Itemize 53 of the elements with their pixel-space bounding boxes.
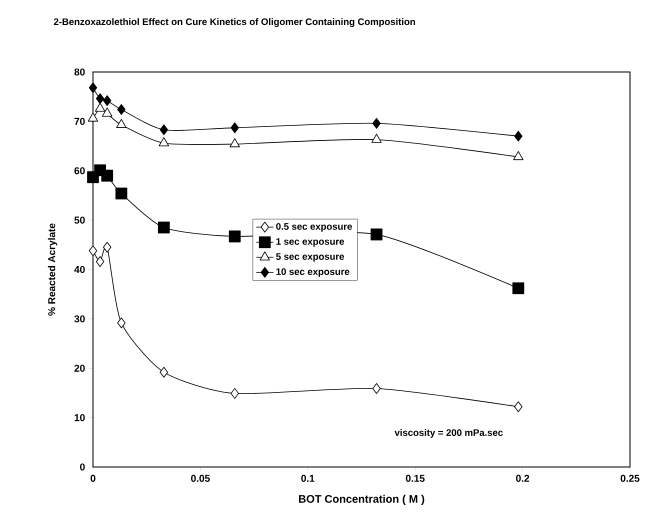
y-tick-label: 0 bbox=[80, 463, 85, 471]
y-tick-label: 70 bbox=[74, 118, 85, 125]
point bbox=[230, 388, 239, 399]
point bbox=[117, 104, 126, 115]
point bbox=[102, 108, 112, 117]
chart-title: 2-Benzoxazolethiol Effect on Cure Kinetics of Oligomer Containing Composition bbox=[54, 18, 416, 28]
point bbox=[514, 130, 522, 142]
x-tick-label: 0.25 bbox=[620, 474, 640, 482]
point bbox=[228, 230, 241, 242]
point bbox=[230, 122, 239, 134]
point bbox=[372, 383, 381, 394]
point bbox=[230, 138, 240, 148]
point bbox=[96, 93, 104, 104]
y-axis-title: % Reacted Acrylate bbox=[48, 223, 58, 316]
point bbox=[158, 137, 170, 146]
y-tick-label: 80 bbox=[74, 68, 85, 76]
y-tick-label: 50 bbox=[74, 216, 85, 224]
point bbox=[160, 124, 168, 136]
point bbox=[372, 118, 381, 129]
y-tick-label: 30 bbox=[74, 315, 85, 322]
point bbox=[103, 242, 112, 253]
point bbox=[103, 95, 112, 106]
point bbox=[116, 118, 127, 128]
point bbox=[88, 112, 98, 122]
point bbox=[514, 401, 522, 412]
point bbox=[88, 245, 98, 256]
x-tick-label: 0.1 bbox=[301, 474, 314, 482]
x-tick-label: 0.2 bbox=[516, 474, 530, 482]
x-tick-label: 0 bbox=[90, 474, 96, 482]
point bbox=[512, 282, 524, 294]
legend-label: 0.5 sec exposure bbox=[276, 223, 352, 232]
point bbox=[101, 170, 114, 182]
y-tick-label: 60 bbox=[74, 167, 85, 174]
point bbox=[160, 366, 168, 378]
legend-label: 5 sec exposure bbox=[276, 253, 344, 262]
point bbox=[117, 317, 126, 328]
point bbox=[513, 151, 524, 160]
point bbox=[115, 188, 128, 200]
point bbox=[370, 228, 382, 240]
y-tick-label: 20 bbox=[74, 364, 85, 372]
x-tick-label: 0.15 bbox=[406, 474, 425, 482]
x-axis-title: BOT Concentration ( M ) bbox=[298, 494, 424, 505]
point bbox=[158, 222, 170, 234]
point bbox=[88, 82, 98, 94]
legend-label: 1 sec exposure bbox=[276, 238, 344, 247]
point bbox=[94, 102, 106, 112]
y-tick-label: 40 bbox=[74, 266, 85, 274]
legend-label: 10 sec exposure bbox=[276, 268, 350, 277]
point bbox=[96, 256, 104, 267]
x-tick-label: 0.05 bbox=[191, 474, 210, 482]
y-tick-label: 10 bbox=[74, 414, 85, 422]
annotation: viscosity = 200 mPa.sec bbox=[394, 428, 503, 438]
point bbox=[371, 134, 382, 143]
